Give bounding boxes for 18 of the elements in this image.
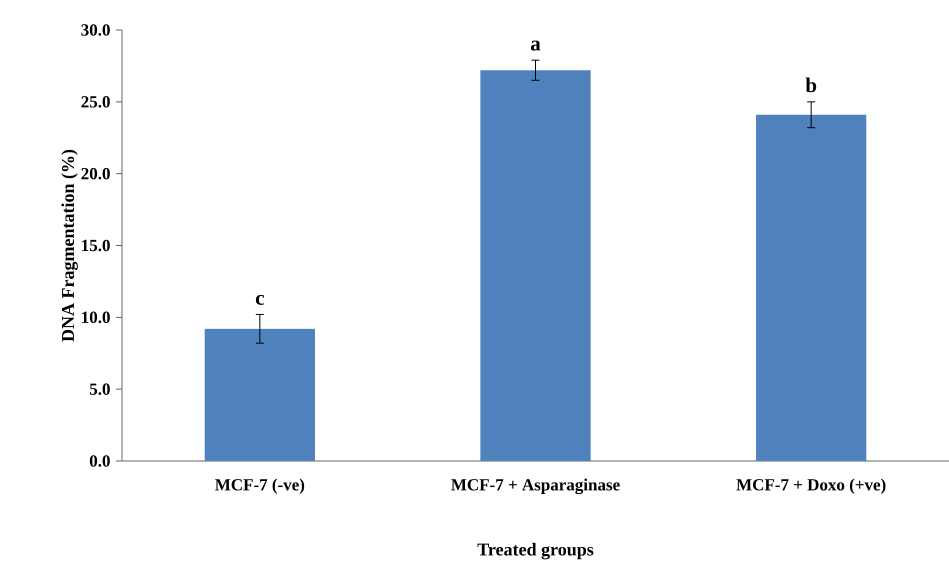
y-tick-label: 5.0 — [90, 383, 110, 395]
y-tick-label: 20.0 — [81, 168, 110, 180]
bar — [204, 328, 315, 461]
x-tick-label: MCF-7 (-ve) — [215, 478, 304, 494]
y-tick-label: 15.0 — [82, 240, 110, 252]
x-tick-label: MCF-7 + Asparaginase — [451, 478, 620, 494]
x-axis-title: Treated groups — [478, 542, 594, 560]
y-tick-label: 10.0 — [82, 312, 110, 324]
annotation: b — [806, 78, 816, 92]
x-tick-label: MCF-7 + Doxo (+ve) — [736, 478, 886, 494]
y-tick-label: 30.0 — [81, 24, 110, 36]
y-tick-label: 25.0 — [81, 96, 110, 108]
y-axis-title: DNA Fragmentation (%) — [61, 150, 78, 342]
bar — [480, 70, 591, 461]
y-tick-label: 0.0 — [90, 455, 110, 467]
annotation: c — [256, 294, 264, 305]
bar — [756, 114, 866, 461]
annotation: a — [530, 40, 540, 51]
